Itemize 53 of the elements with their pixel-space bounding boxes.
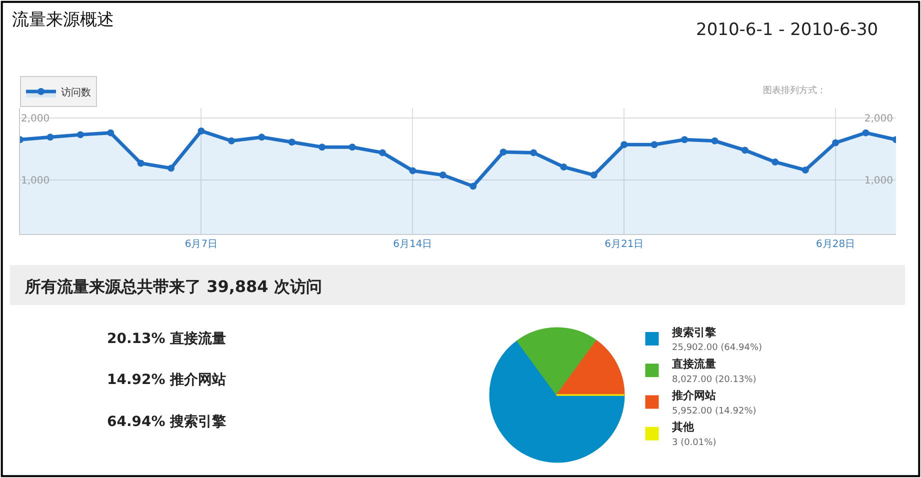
point	[288, 138, 296, 146]
point	[348, 144, 356, 151]
point	[560, 163, 568, 170]
text: 14.92% 推介网站	[107, 372, 226, 388]
text: 20.13% 直接流量	[107, 330, 226, 347]
point	[530, 149, 538, 156]
point	[46, 134, 54, 141]
point	[409, 167, 416, 174]
data-label: 5,952.00 (14.92%)	[672, 406, 756, 416]
text: 所有流量来源总共带来了 39,884 次访问	[24, 277, 322, 296]
point	[741, 146, 748, 154]
x-tick-label: 6月28日	[816, 239, 856, 250]
point	[76, 131, 84, 138]
point	[439, 172, 446, 179]
data-label: 25,902.00 (64.94%)	[672, 343, 762, 354]
text: 图表排列方式：	[763, 85, 826, 96]
point	[590, 172, 598, 179]
point	[832, 139, 840, 146]
text: 64.94% 搜索引擎	[107, 414, 228, 430]
legend-label: 访问数	[61, 86, 91, 98]
point	[620, 141, 628, 148]
y2-tick-label: 1,000	[864, 176, 893, 186]
point	[258, 134, 266, 141]
legend-label: 推介网站	[671, 389, 716, 402]
legend-label: 其他	[671, 420, 695, 434]
point	[681, 136, 688, 144]
point	[500, 148, 507, 156]
point	[168, 164, 175, 172]
point	[772, 158, 779, 166]
point	[470, 182, 477, 190]
point	[198, 127, 205, 134]
x-tick-label: 6月7日	[184, 239, 218, 250]
point	[318, 144, 326, 151]
pie-slice	[556, 340, 625, 396]
pie-slice	[489, 340, 625, 463]
point	[378, 149, 386, 156]
point	[650, 141, 658, 148]
pie-slice	[516, 327, 598, 396]
data-label: 3 (0.01%)	[672, 438, 716, 448]
legend-label: 直接流量	[671, 358, 716, 371]
point	[802, 166, 809, 174]
y2-tick-label: 2,000	[864, 113, 893, 124]
point	[107, 129, 114, 136]
chart-title: 流量来源概述	[12, 10, 114, 30]
point	[137, 160, 144, 167]
point	[711, 137, 718, 144]
x-tick-label: 6月21日	[604, 239, 644, 250]
legend-label: 搜索引擎	[671, 326, 717, 339]
point	[228, 137, 235, 144]
x-tick-label: 6月14日	[393, 239, 432, 250]
data-label: 8,027.00 (20.13%)	[672, 374, 756, 385]
point	[862, 129, 870, 136]
text: 2010-6-1 - 2010-6-30	[696, 20, 878, 40]
